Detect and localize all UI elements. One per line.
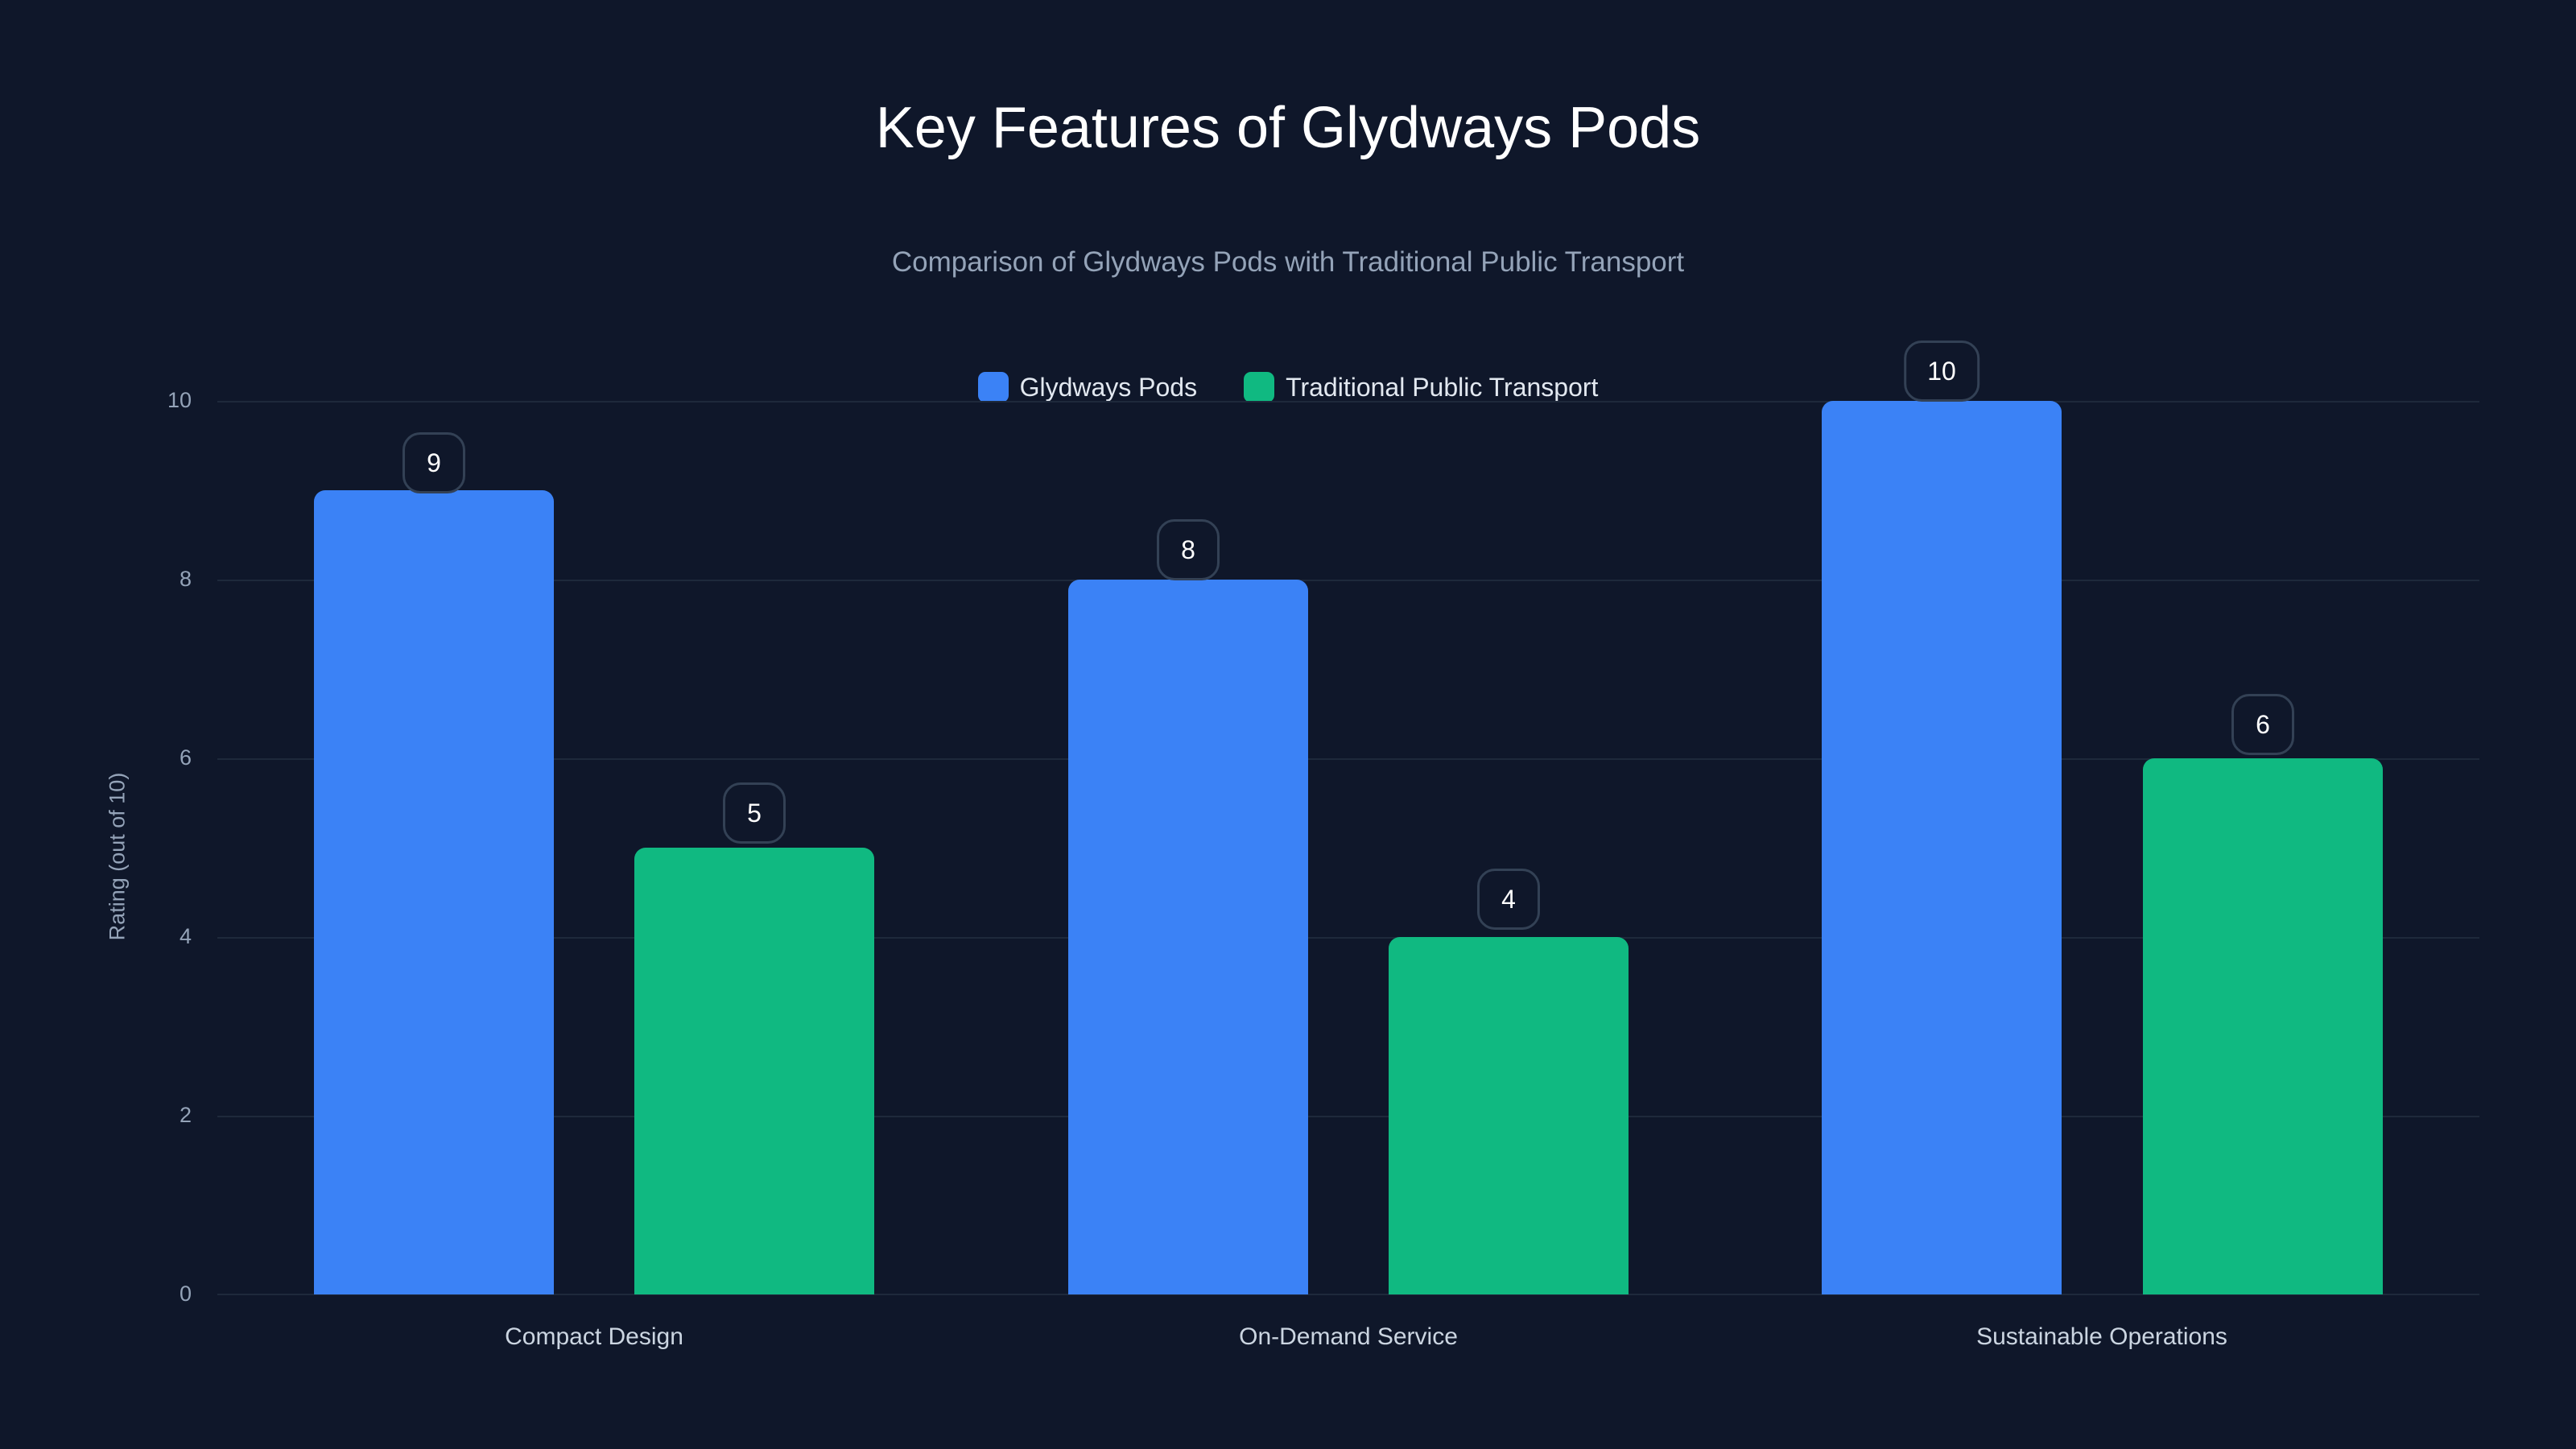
value-label: 9 bbox=[402, 432, 465, 493]
legend-label: Glydways Pods bbox=[1019, 372, 1198, 402]
y-tick: 10 bbox=[167, 388, 192, 412]
y-tick: 4 bbox=[179, 924, 192, 948]
gridline bbox=[217, 1116, 2479, 1117]
legend-swatch-blue-icon bbox=[977, 372, 1009, 402]
bar-compact-design-glydways[interactable] bbox=[314, 490, 554, 1294]
chart-title: Key Features of Glydways Pods bbox=[875, 96, 1701, 160]
plot-area: 9 5 8 4 10 6 bbox=[217, 341, 2479, 1295]
y-tick: 0 bbox=[179, 1282, 192, 1306]
legend-item-traditional-transport[interactable]: Traditional Public Transport bbox=[1244, 372, 1598, 402]
gridline bbox=[217, 401, 2479, 402]
bar-sustainable-glydways[interactable] bbox=[1822, 401, 2062, 1294]
chart-subtitle: Comparison of Glydways Pods with Traditi… bbox=[891, 246, 1685, 278]
bar-on-demand-glydways[interactable] bbox=[1068, 580, 1308, 1294]
gridline bbox=[217, 580, 2479, 581]
value-label: 5 bbox=[723, 782, 786, 844]
bar-sustainable-traditional[interactable] bbox=[2143, 758, 2383, 1294]
x-tick-sustainable-operations: Sustainable Operations bbox=[1976, 1323, 2227, 1350]
gridline bbox=[217, 1294, 2479, 1295]
value-label: 8 bbox=[1157, 519, 1220, 580]
gridline bbox=[217, 937, 2479, 939]
y-tick: 2 bbox=[179, 1103, 192, 1127]
y-tick: 6 bbox=[179, 745, 192, 770]
x-tick-compact-design: Compact Design bbox=[505, 1323, 683, 1350]
bar-compact-design-traditional[interactable] bbox=[634, 848, 874, 1294]
value-label: 6 bbox=[2231, 694, 2294, 755]
value-label: 4 bbox=[1477, 869, 1540, 930]
gridline bbox=[217, 758, 2479, 760]
legend-swatch-green-icon bbox=[1244, 372, 1275, 402]
y-tick: 8 bbox=[179, 567, 192, 591]
x-tick-on-demand-service: On-Demand Service bbox=[1239, 1323, 1458, 1350]
y-axis-label: Rating (out of 10) bbox=[105, 772, 130, 941]
legend: Glydways Pods Traditional Public Transpo… bbox=[0, 372, 2576, 402]
value-label: 10 bbox=[1904, 341, 1979, 402]
bar-on-demand-traditional[interactable] bbox=[1389, 937, 1629, 1294]
legend-item-glydways-pods[interactable]: Glydways Pods bbox=[977, 372, 1198, 402]
legend-label: Traditional Public Transport bbox=[1286, 372, 1599, 402]
